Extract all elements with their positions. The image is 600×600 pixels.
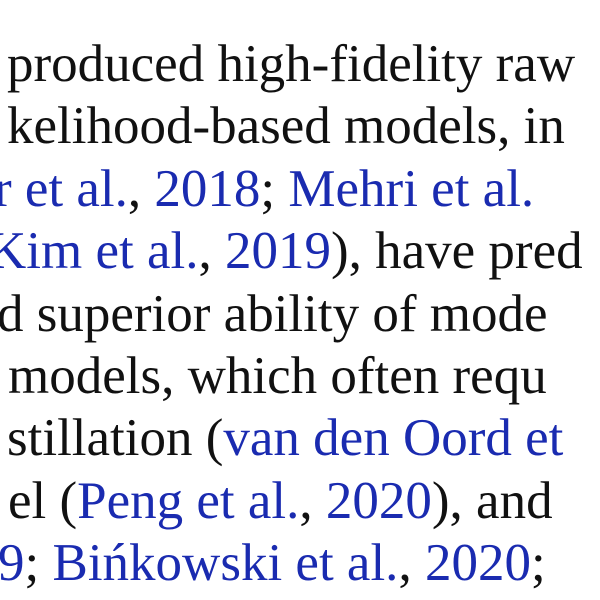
- text-line-9: 9; Bińkowski et al., 2020;: [0, 537, 546, 590]
- text-line-5: d superior ability of mode: [0, 288, 548, 341]
- citation-link[interactable]: r et al.: [0, 160, 128, 218]
- text-line-1: produced high-fidelity raw: [7, 38, 575, 91]
- body-text: stillation (: [7, 409, 224, 467]
- citation-link[interactable]: Mehri et al.: [288, 160, 535, 218]
- text-line-8: el (Peng et al., 2020), and: [8, 475, 553, 528]
- body-text: ;: [530, 534, 546, 592]
- body-text: ), and: [431, 472, 553, 530]
- body-text: el (: [8, 472, 78, 530]
- body-text: ;: [24, 534, 53, 592]
- citation-link[interactable]: 2019: [224, 222, 331, 280]
- text-line-3: r et al., 2018; Mehri et al.: [0, 163, 534, 216]
- citation-link[interactable]: Bińkowski et al.: [52, 534, 399, 592]
- body-text: models, which often requ: [8, 347, 547, 405]
- body-text: ,: [198, 222, 225, 280]
- body-text: ), have pred: [330, 222, 583, 280]
- body-text: kelihood-based models, in: [7, 97, 565, 155]
- body-text: produced high-fidelity raw: [7, 35, 576, 93]
- citation-link[interactable]: 2020: [325, 472, 432, 530]
- citation-link[interactable]: 2018: [154, 160, 261, 218]
- citation-link[interactable]: 9: [0, 534, 25, 592]
- text-line-2: kelihood-based models, in: [7, 100, 565, 153]
- body-text: ,: [299, 472, 326, 530]
- body-text: ;: [260, 160, 289, 218]
- body-text: ,: [398, 534, 425, 592]
- body-text: d superior ability of mode: [0, 285, 548, 343]
- text-line-6: models, which often requ: [8, 350, 547, 403]
- citation-link[interactable]: 2020: [424, 534, 531, 592]
- citation-link[interactable]: van den Oord et: [223, 409, 564, 467]
- citation-link[interactable]: Kim et al.: [0, 222, 199, 280]
- text-line-4: Kim et al., 2019), have pred: [0, 225, 583, 278]
- citation-link[interactable]: Peng et al.: [77, 472, 300, 530]
- body-text: ,: [127, 160, 155, 218]
- text-line-7: stillation (van den Oord et: [7, 412, 563, 465]
